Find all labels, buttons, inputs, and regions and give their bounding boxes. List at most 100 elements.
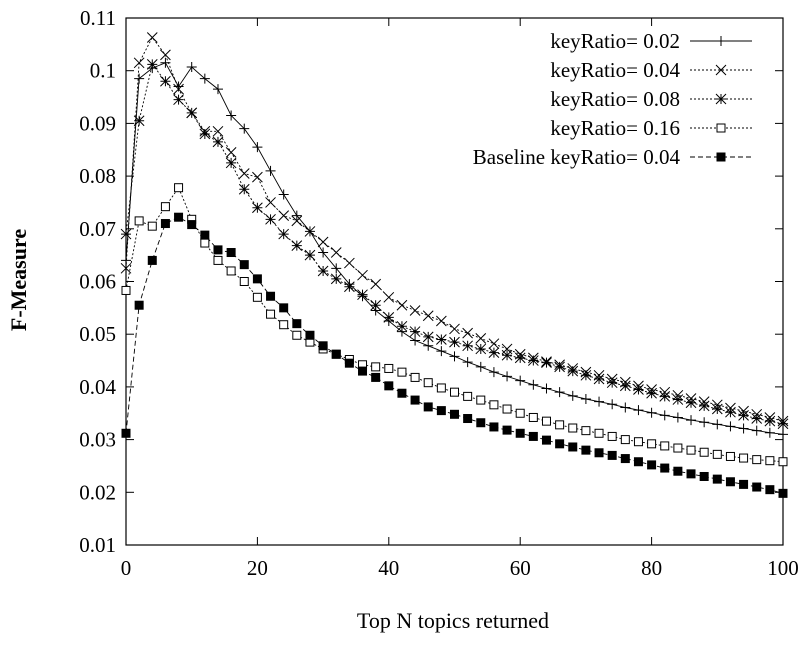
data-point-filled-square [607, 450, 617, 460]
data-point-filled-square [252, 274, 262, 284]
data-point-filled-square [541, 435, 551, 445]
x-tick-label: 0 [121, 556, 132, 580]
data-point-open-square [200, 238, 210, 248]
series-line [125, 36, 784, 422]
data-point-plus [646, 407, 657, 418]
data-point-cross [278, 210, 290, 221]
data-point-asterisk [738, 410, 749, 421]
data-point-filled-square [450, 409, 459, 419]
data-point-open-square [476, 395, 486, 405]
data-point-plus [607, 399, 618, 410]
data-point-filled-square [358, 366, 368, 376]
data-point-open-square [450, 387, 459, 397]
data-point-asterisk [580, 369, 592, 381]
data-point-filled-square [489, 422, 499, 432]
data-point-cross [330, 247, 342, 258]
y-tick-label: 0.11 [80, 6, 116, 30]
x-tick-label: 60 [510, 556, 531, 580]
data-point-asterisk [462, 340, 473, 352]
legend-entry: keyRatio= 0.08 [550, 87, 752, 111]
data-point-filled-square [555, 439, 565, 449]
data-point-cross [715, 64, 727, 76]
data-point-open-square [252, 292, 262, 302]
series-line [125, 63, 784, 425]
data-point-plus [712, 419, 723, 430]
data-point-open-square [620, 435, 630, 445]
data-point-plus [620, 402, 631, 413]
data-point-filled-square [371, 372, 381, 382]
data-point-plus [173, 81, 184, 92]
data-point-cross [370, 278, 382, 290]
data-point-filled-square [121, 428, 131, 438]
data-point-filled-square [752, 482, 762, 492]
data-point-filled-square [279, 303, 289, 313]
y-tick-label: 0.03 [79, 428, 116, 452]
legend-entry: keyRatio= 0.04 [550, 58, 752, 82]
series-line [125, 186, 784, 463]
data-point-asterisk [383, 311, 395, 323]
data-point-asterisk [238, 183, 250, 195]
data-point-asterisk [488, 347, 500, 358]
data-point-asterisk [173, 94, 184, 106]
legend-entry: Baseline keyRatio= 0.04 [473, 145, 752, 169]
data-point-asterisk [501, 349, 513, 361]
y-tick-label: 0.04 [79, 375, 116, 399]
data-point-plus [554, 387, 565, 398]
data-point-filled-square [160, 219, 170, 229]
legend-label: keyRatio= 0.02 [550, 29, 680, 53]
data-point-asterisk [659, 391, 671, 402]
data-point-filled-square [174, 212, 184, 222]
data-point-asterisk [764, 415, 776, 427]
data-point-plus [699, 417, 710, 428]
data-point-filled-square [647, 460, 657, 470]
legend-label: keyRatio= 0.08 [550, 87, 680, 111]
data-point-cross [449, 323, 460, 335]
data-point-filled-square [397, 388, 407, 398]
data-point-open-square [121, 285, 131, 295]
data-point-asterisk [212, 136, 224, 148]
data-point-filled-square [739, 479, 749, 489]
data-point-filled-square [134, 300, 144, 310]
data-point-filled-square [384, 381, 394, 391]
data-point-open-square [489, 400, 499, 410]
data-point-plus [186, 62, 197, 73]
data-point-plus [449, 351, 460, 362]
data-point-open-square [292, 330, 302, 340]
data-point-filled-square [147, 255, 157, 265]
data-point-asterisk [133, 115, 145, 127]
data-point-cross [212, 125, 224, 137]
legend-label: Baseline keyRatio= 0.04 [473, 145, 681, 169]
data-point-asterisk [646, 387, 657, 399]
data-point-open-square [555, 420, 565, 430]
data-point-asterisk [751, 413, 763, 424]
data-point-plus [659, 410, 670, 421]
data-point-cross [357, 269, 368, 281]
data-point-asterisk [567, 365, 579, 377]
data-point-filled-square [305, 330, 315, 340]
data-point-cross [238, 168, 250, 179]
data-point-asterisk [120, 228, 132, 240]
series-group [120, 32, 789, 498]
data-point-filled-square [410, 395, 420, 405]
data-point-open-square [725, 451, 735, 461]
data-point-plus [278, 189, 289, 200]
data-point-cross [265, 197, 276, 208]
data-point-open-square [712, 449, 722, 459]
data-point-asterisk [715, 93, 727, 105]
legend-entry: keyRatio= 0.02 [550, 29, 752, 53]
data-point-open-square [568, 423, 578, 433]
data-point-filled-square [344, 358, 354, 368]
data-point-open-square [502, 404, 512, 414]
plot-frame [125, 17, 784, 546]
data-point-filled-square [423, 402, 433, 412]
legend-label: keyRatio= 0.04 [550, 58, 680, 82]
data-point-cross [291, 215, 303, 227]
y-tick-label: 0.09 [79, 111, 116, 135]
data-point-asterisk [711, 403, 723, 415]
data-point-cross [488, 338, 500, 350]
data-point-open-square [174, 183, 184, 193]
data-point-open-square [581, 426, 591, 436]
data-point-asterisk [317, 265, 329, 277]
data-point-plus [528, 379, 539, 390]
